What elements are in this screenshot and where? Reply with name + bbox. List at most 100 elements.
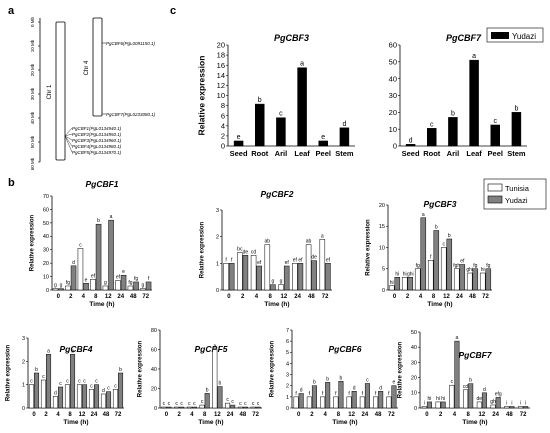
bar-yudazi [191,406,197,409]
bar-yudazi [204,393,210,409]
bar-tunisia [225,402,231,409]
significance-letter: ghi [466,267,473,273]
y-tick-label: 3 [216,208,219,214]
x-tick-label: Root [423,149,441,158]
ruler-tick-label: 40 Mb [30,111,35,124]
significance-letter: c [168,401,171,407]
significance-letter: b [35,367,38,373]
bar-tunisia [388,285,395,291]
y-tick-label: 1 [216,261,219,267]
x-tick-label: 24 [227,412,234,418]
x-axis-label: Time (h) [427,301,452,308]
y-axis-label: Relative expression [138,340,144,397]
significance-letter: fg [486,263,490,269]
bar-yudazi [391,385,397,409]
significance-letter: f [375,391,377,397]
bar-tunisia [479,272,486,291]
bar-yudazi [108,219,114,291]
chromosome-1-bar [55,21,66,161]
significance-letter: ef [285,260,290,266]
bar-yudazi [311,260,317,291]
y-tick-label: 0 [221,142,225,151]
significance-letter: c [83,379,86,385]
significance-letter: c [114,383,117,389]
legend-tissue: Yudazi [486,27,544,43]
significance-letter: ef [91,273,96,279]
significance-letter: a [47,348,50,354]
bar-tunisia [161,406,167,409]
bar-yudazi [454,340,460,409]
significance-letter: g [142,283,145,289]
significance-letter: ef [460,259,465,265]
significance-letter: e [122,269,125,275]
legend-label: Yudazi [505,196,528,205]
bar-yudazi [469,59,479,147]
bar-yudazi [394,277,401,291]
y-axis-label: Relative expression [398,341,404,398]
bar-yudazi [325,382,331,409]
y-tick-label: 70 [43,194,49,200]
significance-letter: f [388,391,390,397]
significance-letter: fg [66,280,70,286]
x-tick-label: 4 [56,412,60,418]
x-tick-label: Aril [447,149,460,158]
significance-letter: c [163,401,166,407]
y-axis-label: Relative expression [366,219,372,276]
y-tick-label: 10 [217,91,225,100]
significance-letter: c [451,379,454,385]
x-tick-label: 2 [310,412,314,418]
significance-letter: c [239,401,242,407]
bar-yudazi [256,265,262,291]
significance-letter: c [193,401,196,407]
significance-letter: b [258,97,262,104]
bar-yudazi [511,112,522,147]
x-tick-label: 0 [57,294,61,300]
significance-letter: c [244,401,247,407]
bar-yudazi [509,406,515,409]
significance-letter: c [95,379,98,385]
bar-yudazi [490,124,500,147]
bar-yudazi [311,385,317,409]
x-tick-label: 8 [268,294,272,300]
bar-yudazi [297,263,304,291]
bar-yudazi [166,406,172,409]
x-tick-label: Stem [335,149,354,158]
legend-swatch-yudazi [487,195,503,204]
bar-yudazi [485,268,492,291]
gene-label: PgCBF1(PgL0134940.1) [72,126,122,131]
gene-label: PgCBF7(PgL0233080.1) [106,112,156,117]
chart-title: PgCBF1 [85,179,118,189]
x-tick-label: 72 [252,412,259,418]
significance-letter: c [30,379,33,385]
chr1-gene-connectors [64,127,73,153]
legend-time-course: Tunisia Yudazi [483,178,547,210]
significance-letter: c [42,374,45,380]
bar-yudazi [70,265,77,291]
bar-tunisia [28,384,34,409]
significance-letter: f [225,257,227,263]
y-tick-label: 0 [22,406,25,412]
x-tick-label: 48 [308,294,315,300]
bar-tunisia [440,247,447,291]
significance-letter: d [379,385,382,391]
significance-letter: f [335,391,337,397]
bar-tunisia [476,401,482,409]
y-tick-label: 30 [389,91,397,100]
significance-letter: de [477,396,483,402]
y-tick-label: 5 [286,350,289,356]
x-tick-label: 72 [142,294,149,300]
bar-tunisia [320,396,326,409]
bar-yudazi [459,264,466,291]
x-tick-label: 8 [94,294,98,300]
bar-tunisia [237,252,243,291]
y-tick-label: 80 [151,328,157,334]
bar-yudazi [58,288,64,291]
y-tick-label: 6 [286,339,289,345]
y-tick-label: 50 [389,57,397,66]
significance-letter: e [85,277,88,283]
y-tick-label: 20 [379,203,385,209]
x-tick-label: 48 [506,412,513,418]
significance-letter: a [422,212,425,218]
